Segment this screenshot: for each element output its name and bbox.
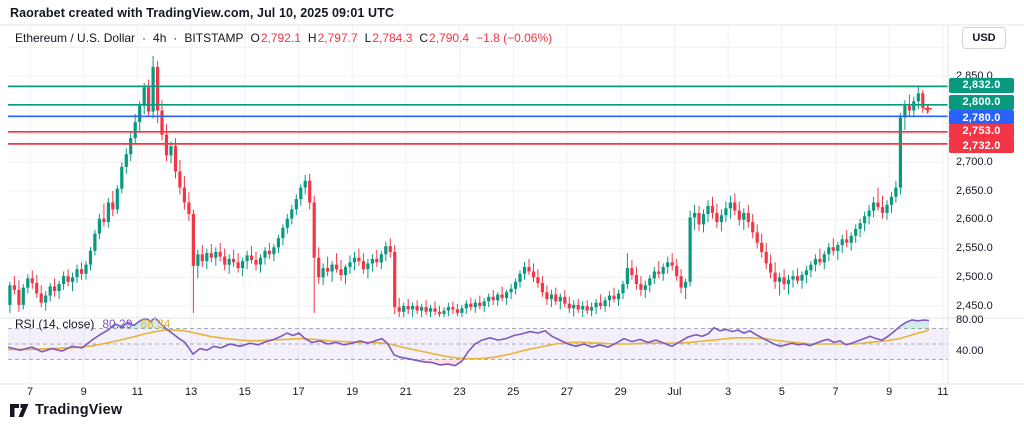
price-axis-label: 2,700.0 xyxy=(956,155,993,168)
rsi-value: 80.29 xyxy=(102,317,133,331)
exchange-label: BITSTAMP xyxy=(184,31,244,45)
time-axis-label: 15 xyxy=(238,386,251,398)
time-axis-label: 9 xyxy=(886,386,893,398)
price-axis-label: 2,450.0 xyxy=(956,299,993,312)
time-axis-label: 13 xyxy=(184,386,198,398)
tradingview-logo-icon xyxy=(10,403,29,417)
time-axis-label: 7 xyxy=(26,386,34,398)
rsi-axis-label: 40.00 xyxy=(956,345,984,358)
price-axis-label: 2,650.0 xyxy=(956,184,993,197)
rsi-axis-label: 80.00 xyxy=(956,314,984,327)
time-axis-label: 3 xyxy=(725,386,732,398)
ohlc-open: O 2,792.1 xyxy=(250,31,301,45)
interval-label[interactable]: 4h xyxy=(153,31,167,45)
time-axis-label: Jul xyxy=(667,386,682,398)
price-scale[interactable]: 2,850.0 2,700.0 2,650.0 2,600.0 2,550.0 2,500… xyxy=(948,25,1024,385)
price-line-badge: 2,780.0 xyxy=(949,110,1014,125)
price-line-badge: 2,832.0 xyxy=(949,77,1014,93)
ohlc-close: C 2,790.4 xyxy=(419,31,470,45)
time-axis-label: 21 xyxy=(399,386,413,398)
time-axis-label: 23 xyxy=(453,386,466,398)
tradingview-logo-text: TradingView xyxy=(35,402,123,418)
time-axis-label: 9 xyxy=(80,386,87,398)
time-axis-label: 19 xyxy=(346,386,359,398)
price-axis-label: 2,550.0 xyxy=(956,242,993,254)
ohlc-high: H 2,797.7 xyxy=(307,31,358,45)
time-scale[interactable]: 7 9 11 13 15 17 19 21 23 25 27 29 Jul 3 5 7 9 11 xyxy=(0,386,949,402)
change-label: −1.8 (−0.06%) xyxy=(476,31,553,45)
price-axis-label: 2,500.0 xyxy=(956,270,993,283)
price-line-badge: 2,800.0 xyxy=(949,94,1014,110)
tradingview-logo[interactable]: TradingView xyxy=(10,402,122,418)
time-axis-label: 5 xyxy=(778,386,785,398)
time-axis-label: 11 xyxy=(937,386,949,398)
price-line-badge: 2,753.0 xyxy=(949,123,1014,139)
price-axis-label: 2,600.0 xyxy=(956,213,993,226)
time-axis-label: 27 xyxy=(560,386,574,398)
time-axis-label: 17 xyxy=(292,386,305,398)
watermark-text: Raorabet created with TradingView.com, J… xyxy=(10,6,395,20)
legend-separator: · xyxy=(142,31,147,45)
time-axis-label: 25 xyxy=(507,386,520,398)
time-axis-label: 29 xyxy=(614,386,627,398)
time-axis-label: 11 xyxy=(131,386,144,398)
price-line-badge: 2,732.0 xyxy=(949,138,1014,153)
symbol-title[interactable]: Ethereum / U.S. Dollar xyxy=(15,31,136,45)
rsi-ma-value: 68.34 xyxy=(140,317,171,331)
currency-toggle-button[interactable]: USD xyxy=(962,27,1006,49)
rsi-title[interactable]: RSI (14, close) xyxy=(15,317,95,331)
ohlc-low: L 2,784.3 xyxy=(364,31,413,45)
rsi-legend: RSI (14, close) 80.29 68.34 xyxy=(15,317,170,331)
time-axis-label: 7 xyxy=(832,386,839,398)
symbol-legend: Ethereum / U.S. Dollar · 4h · BITSTAMP O… xyxy=(15,31,552,45)
legend-separator: · xyxy=(173,31,178,45)
